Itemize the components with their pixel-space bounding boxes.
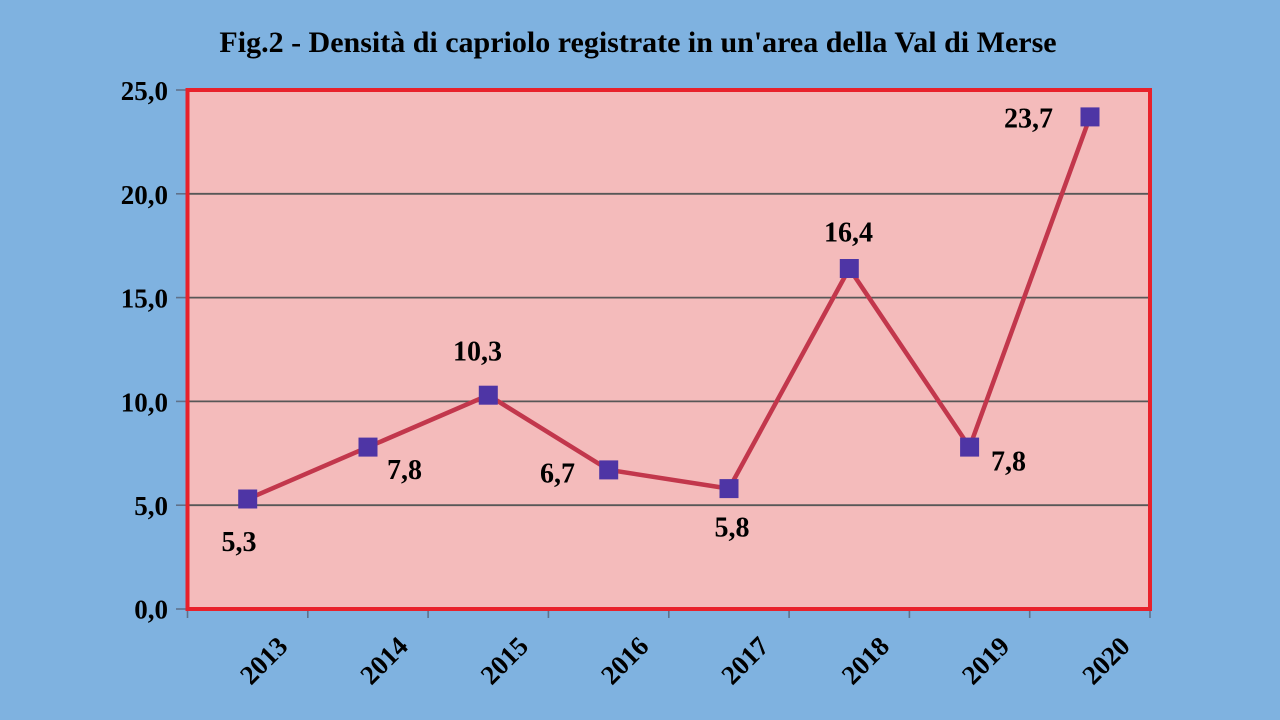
svg-text:5,3: 5,3 (222, 527, 257, 558)
svg-text:10,3: 10,3 (453, 337, 502, 368)
svg-text:10,0: 10,0 (121, 387, 168, 417)
svg-text:5,0: 5,0 (134, 491, 168, 521)
svg-text:Fig.2 - Densità di capriolo re: Fig.2 - Densità di capriolo registrate i… (219, 26, 1056, 59)
svg-text:25,0: 25,0 (121, 76, 168, 106)
svg-text:15,0: 15,0 (121, 284, 168, 314)
svg-text:0,0: 0,0 (134, 595, 168, 625)
svg-text:5,8: 5,8 (715, 513, 750, 544)
svg-text:23,7: 23,7 (1004, 104, 1053, 135)
svg-text:16,4: 16,4 (824, 218, 873, 249)
svg-text:7,8: 7,8 (991, 447, 1026, 478)
svg-text:20,0: 20,0 (121, 180, 168, 210)
svg-text:7,8: 7,8 (387, 455, 422, 486)
svg-text:6,7: 6,7 (540, 459, 575, 490)
